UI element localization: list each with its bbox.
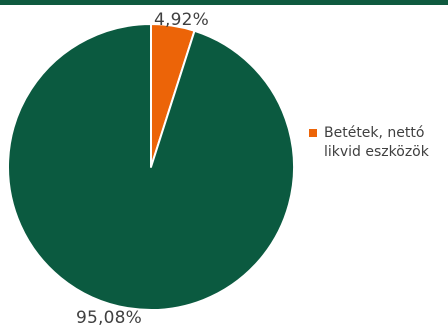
top-accent-bar bbox=[0, 0, 448, 5]
legend: Betétek, nettó likvid eszközök bbox=[309, 124, 448, 162]
legend-entry-label: Betétek, nettó likvid eszközök bbox=[324, 125, 429, 160]
pie-slice-large bbox=[7, 23, 295, 311]
legend-swatch bbox=[309, 129, 317, 137]
slice-label-large: 95,08% bbox=[76, 308, 143, 326]
slice-label-small: 4,92% bbox=[154, 10, 210, 30]
